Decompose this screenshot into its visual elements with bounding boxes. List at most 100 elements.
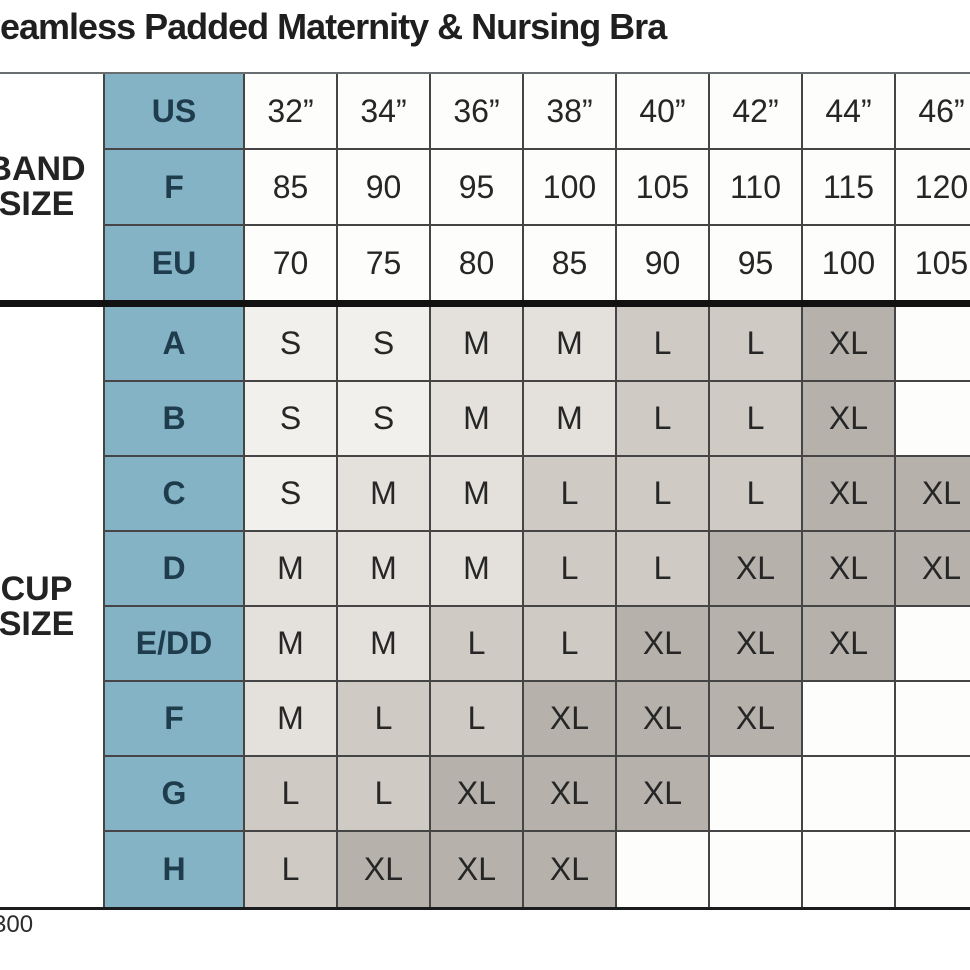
- band-value-cell: 36”: [431, 74, 524, 150]
- empty-cell: [896, 757, 970, 832]
- band-value-cell: 38”: [524, 74, 617, 150]
- cup-header-cell: A: [105, 307, 245, 382]
- cup-size-cell: M: [245, 607, 338, 682]
- cup-size-cell: XL: [803, 457, 896, 532]
- band-value-cell: 115: [803, 150, 896, 226]
- band-value-cell: 90: [338, 150, 431, 226]
- cup-size-cell: M: [245, 532, 338, 607]
- watermark-number: 300: [0, 911, 34, 938]
- cup-size-cell: XL: [617, 607, 710, 682]
- cup-size-cell: L: [617, 307, 710, 382]
- band-value-cell: 42”: [710, 74, 803, 150]
- cup-size-cell: XL: [803, 532, 896, 607]
- cup-size-cell: XL: [896, 532, 970, 607]
- empty-cell: [803, 682, 896, 757]
- cup-size-cell: M: [431, 382, 524, 457]
- cup-header-cell: C: [105, 457, 245, 532]
- band-value-cell: 105: [896, 226, 970, 300]
- cup-size-cell: L: [710, 307, 803, 382]
- cup-size-cell: XL: [803, 382, 896, 457]
- band-value-cell: 85: [524, 226, 617, 300]
- cup-size-cell: L: [338, 682, 431, 757]
- cup-size-cell: L: [617, 382, 710, 457]
- cup-size-cell: M: [431, 457, 524, 532]
- band-value-cell: 105: [617, 150, 710, 226]
- cup-size-cell: M: [338, 532, 431, 607]
- cup-size-cell: M: [431, 307, 524, 382]
- band-value-cell: 120: [896, 150, 970, 226]
- band-value-cell: 95: [710, 226, 803, 300]
- cup-header-cell: D: [105, 532, 245, 607]
- cup-size-cell: S: [338, 307, 431, 382]
- cup-size-cell: XL: [710, 682, 803, 757]
- cup-header-cell: F: [105, 682, 245, 757]
- empty-cell: [896, 682, 970, 757]
- band-value-cell: 70: [245, 226, 338, 300]
- cup-size-cell: XL: [710, 532, 803, 607]
- cup-size-cell: L: [431, 607, 524, 682]
- cup-size-cell: L: [524, 607, 617, 682]
- band-size-section-label: BAND SIZE: [0, 74, 105, 300]
- cup-size-cell: XL: [617, 682, 710, 757]
- band-value-cell: 110: [710, 150, 803, 226]
- cup-size-cell: L: [617, 532, 710, 607]
- cup-size-cell: XL: [338, 832, 431, 907]
- cup-size-cell: L: [710, 382, 803, 457]
- band-header-cell: EU: [105, 226, 245, 300]
- cup-size-cell: L: [245, 757, 338, 832]
- band-value-cell: 90: [617, 226, 710, 300]
- cup-size-cell: L: [245, 832, 338, 907]
- band-value-cell: 32”: [245, 74, 338, 150]
- cup-header-cell: B: [105, 382, 245, 457]
- cup-size-cell: M: [524, 382, 617, 457]
- empty-cell: [803, 832, 896, 907]
- cup-size-cell: XL: [803, 307, 896, 382]
- band-value-cell: 100: [524, 150, 617, 226]
- band-value-cell: 85: [245, 150, 338, 226]
- cup-size-cell: XL: [431, 757, 524, 832]
- empty-cell: [896, 307, 970, 382]
- page-title: eamless Padded Maternity & Nursing Bra: [0, 6, 667, 47]
- empty-cell: [710, 757, 803, 832]
- cup-size-cell: M: [245, 682, 338, 757]
- section-divider: [0, 300, 970, 307]
- cup-size-cell: XL: [617, 757, 710, 832]
- cup-size-cell: XL: [710, 607, 803, 682]
- cup-size-cell: XL: [803, 607, 896, 682]
- band-header-cell: US: [105, 74, 245, 150]
- band-value-cell: 100: [803, 226, 896, 300]
- cup-size-cell: L: [710, 457, 803, 532]
- band-value-cell: 95: [431, 150, 524, 226]
- cup-size-label-text: CUP SIZE: [0, 570, 75, 643]
- cup-size-cell: S: [245, 307, 338, 382]
- cup-header-cell: G: [105, 757, 245, 832]
- band-size-label-text: BAND SIZE: [0, 150, 86, 223]
- cup-size-cell: XL: [896, 457, 970, 532]
- cup-size-cell: M: [431, 532, 524, 607]
- cup-size-section-label: CUP SIZE: [0, 307, 105, 907]
- empty-cell: [896, 607, 970, 682]
- band-value-cell: 40”: [617, 74, 710, 150]
- cup-size-cell: XL: [524, 757, 617, 832]
- empty-cell: [803, 757, 896, 832]
- cup-size-cell: S: [338, 382, 431, 457]
- cup-size-cell: L: [524, 532, 617, 607]
- empty-cell: [896, 832, 970, 907]
- cup-size-cell: M: [524, 307, 617, 382]
- cup-size-cell: M: [338, 457, 431, 532]
- band-value-cell: 44”: [803, 74, 896, 150]
- empty-cell: [896, 382, 970, 457]
- cup-header-cell: H: [105, 832, 245, 907]
- cup-size-cell: L: [338, 757, 431, 832]
- size-table: BAND SIZEUS32”34”36”38”40”42”44”46”F8590…: [0, 72, 970, 910]
- band-value-cell: 46”: [896, 74, 970, 150]
- cup-size-cell: M: [338, 607, 431, 682]
- cup-size-cell: L: [524, 457, 617, 532]
- band-value-cell: 75: [338, 226, 431, 300]
- cup-header-cell: E/DD: [105, 607, 245, 682]
- band-value-cell: 34”: [338, 74, 431, 150]
- cup-size-cell: XL: [431, 832, 524, 907]
- cup-size-cell: XL: [524, 682, 617, 757]
- band-value-cell: 80: [431, 226, 524, 300]
